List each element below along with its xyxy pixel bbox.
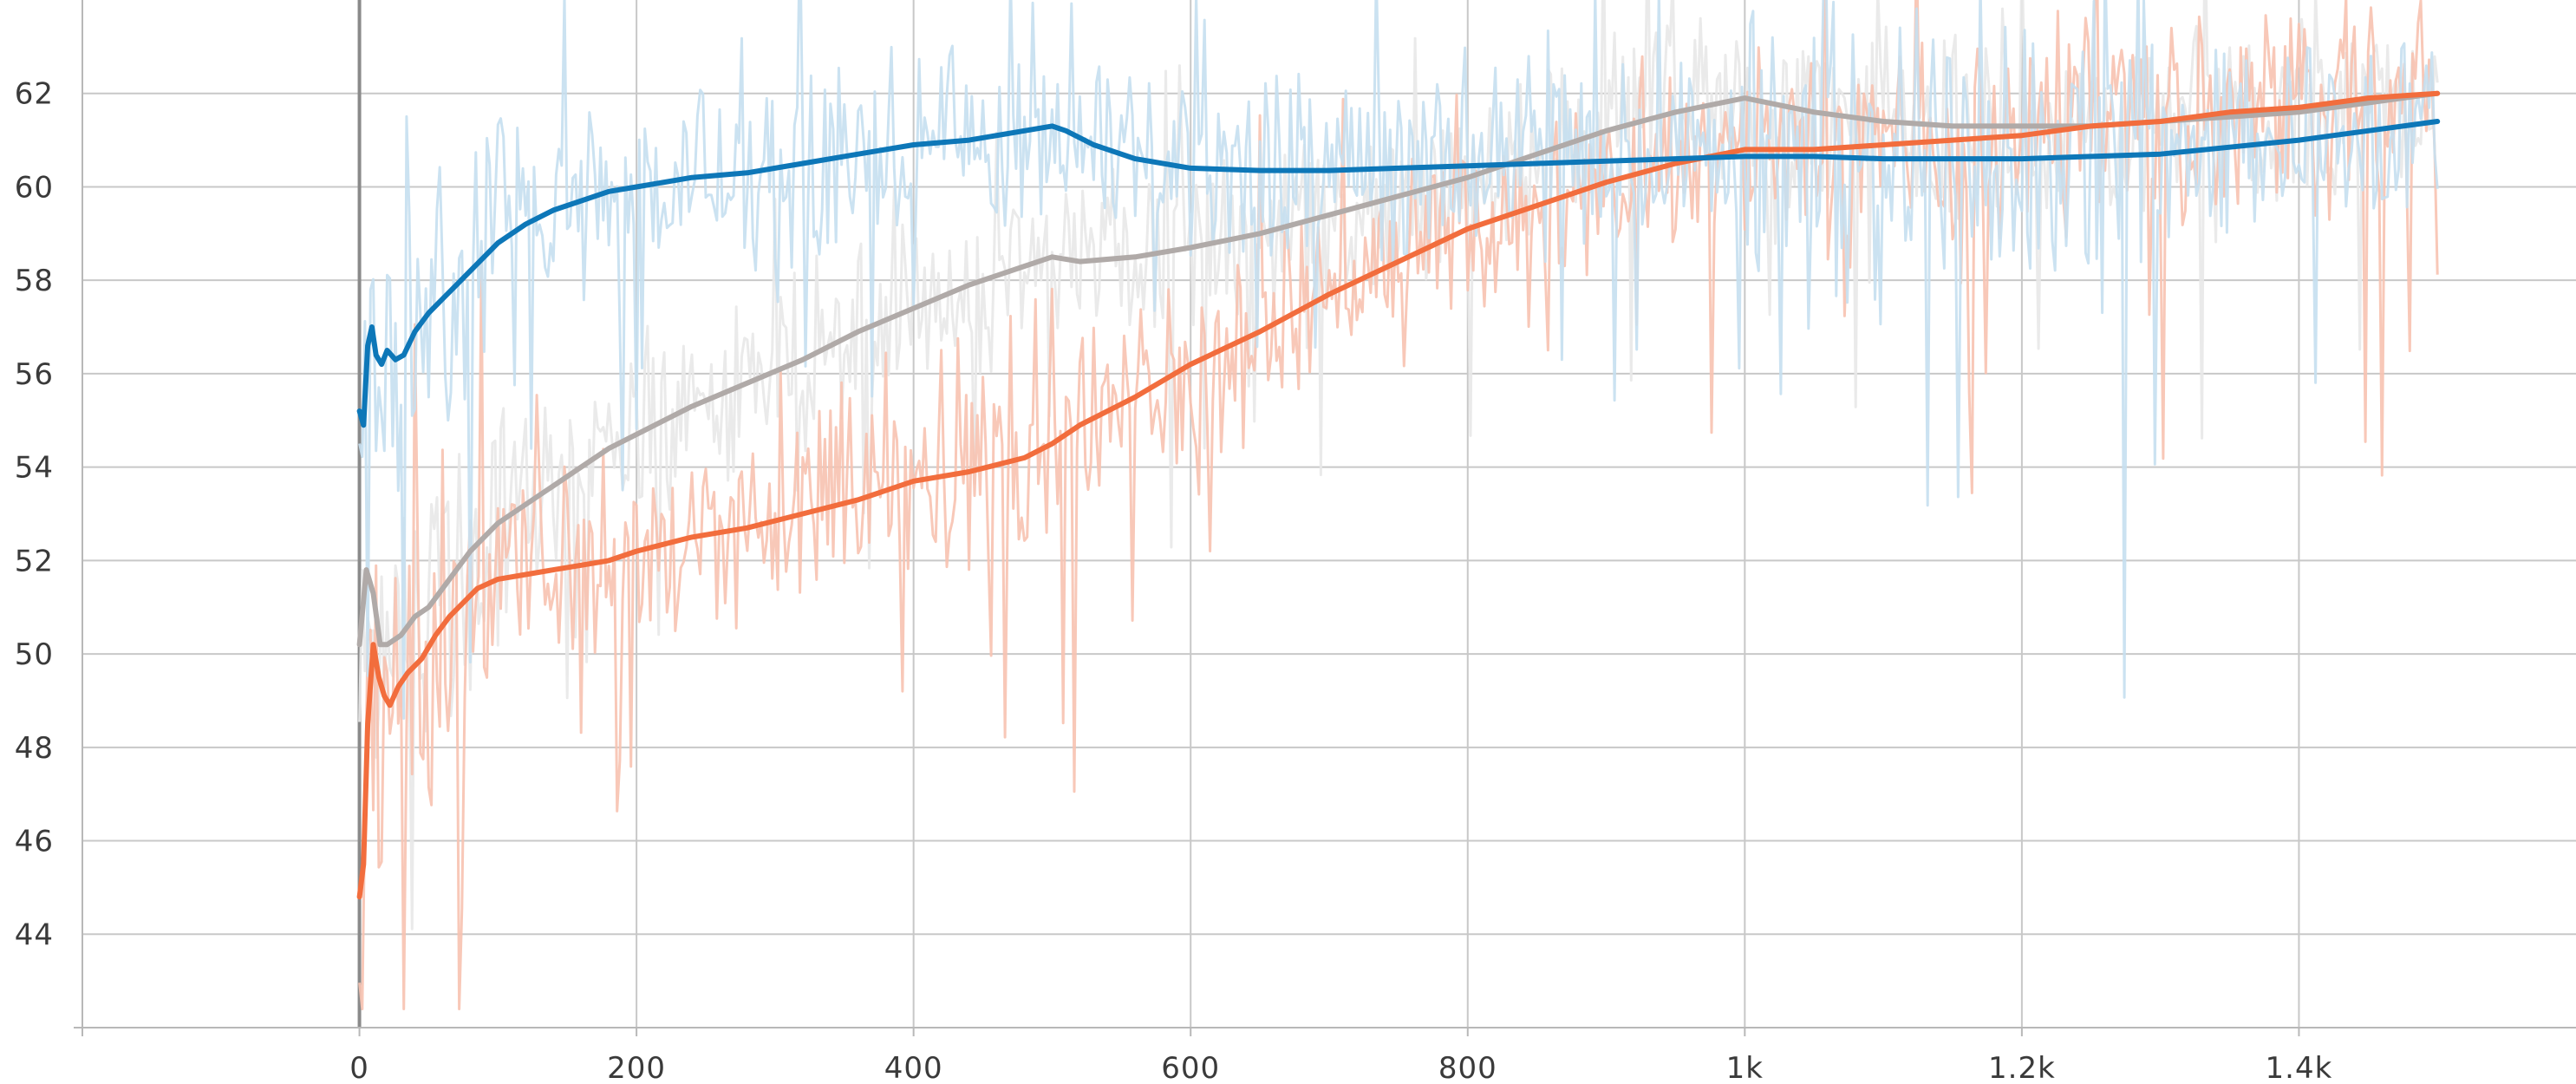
- x-tick-label: 1k: [1726, 1051, 1764, 1084]
- series-smoothed-line-1: [356, 90, 2441, 648]
- y-tick-label: 60: [15, 170, 54, 205]
- y-tick-label: 46: [15, 825, 54, 859]
- series-smooth-layer: [356, 90, 2441, 900]
- x-tick-label: 1.4k: [2266, 1051, 2333, 1084]
- y-tick-label: 52: [15, 544, 54, 578]
- x-tick-label: 800: [1438, 1051, 1497, 1084]
- axis-layer: 44 46 48 50 52 54 56 58 60 62 0 200 400 600 800 1k 1.2k 1…: [15, 0, 2576, 1084]
- series-smoothed-line-2: [356, 90, 2441, 900]
- x-tick-label: 1.2k: [1988, 1051, 2056, 1084]
- grid-layer: [82, 0, 2576, 1028]
- y-tick-label: 54: [15, 451, 54, 486]
- series-raw-layer: [358, 0, 2439, 1010]
- x-tick-label: 0: [349, 1051, 369, 1084]
- y-tick-label: 58: [15, 264, 54, 298]
- series-smoothed-line-3: [356, 119, 2441, 428]
- x-tick-label: 400: [884, 1051, 943, 1084]
- y-tick-label: 48: [15, 731, 54, 766]
- y-tick-label: 56: [15, 357, 54, 392]
- x-tick-label: 200: [607, 1051, 666, 1084]
- series-raw-trace-3: [358, 0, 2439, 720]
- y-tick-label: 44: [15, 917, 54, 952]
- y-tick-label: 62: [15, 77, 54, 112]
- y-tick-label: 50: [15, 637, 54, 672]
- x-tick-label: 600: [1161, 1051, 1220, 1084]
